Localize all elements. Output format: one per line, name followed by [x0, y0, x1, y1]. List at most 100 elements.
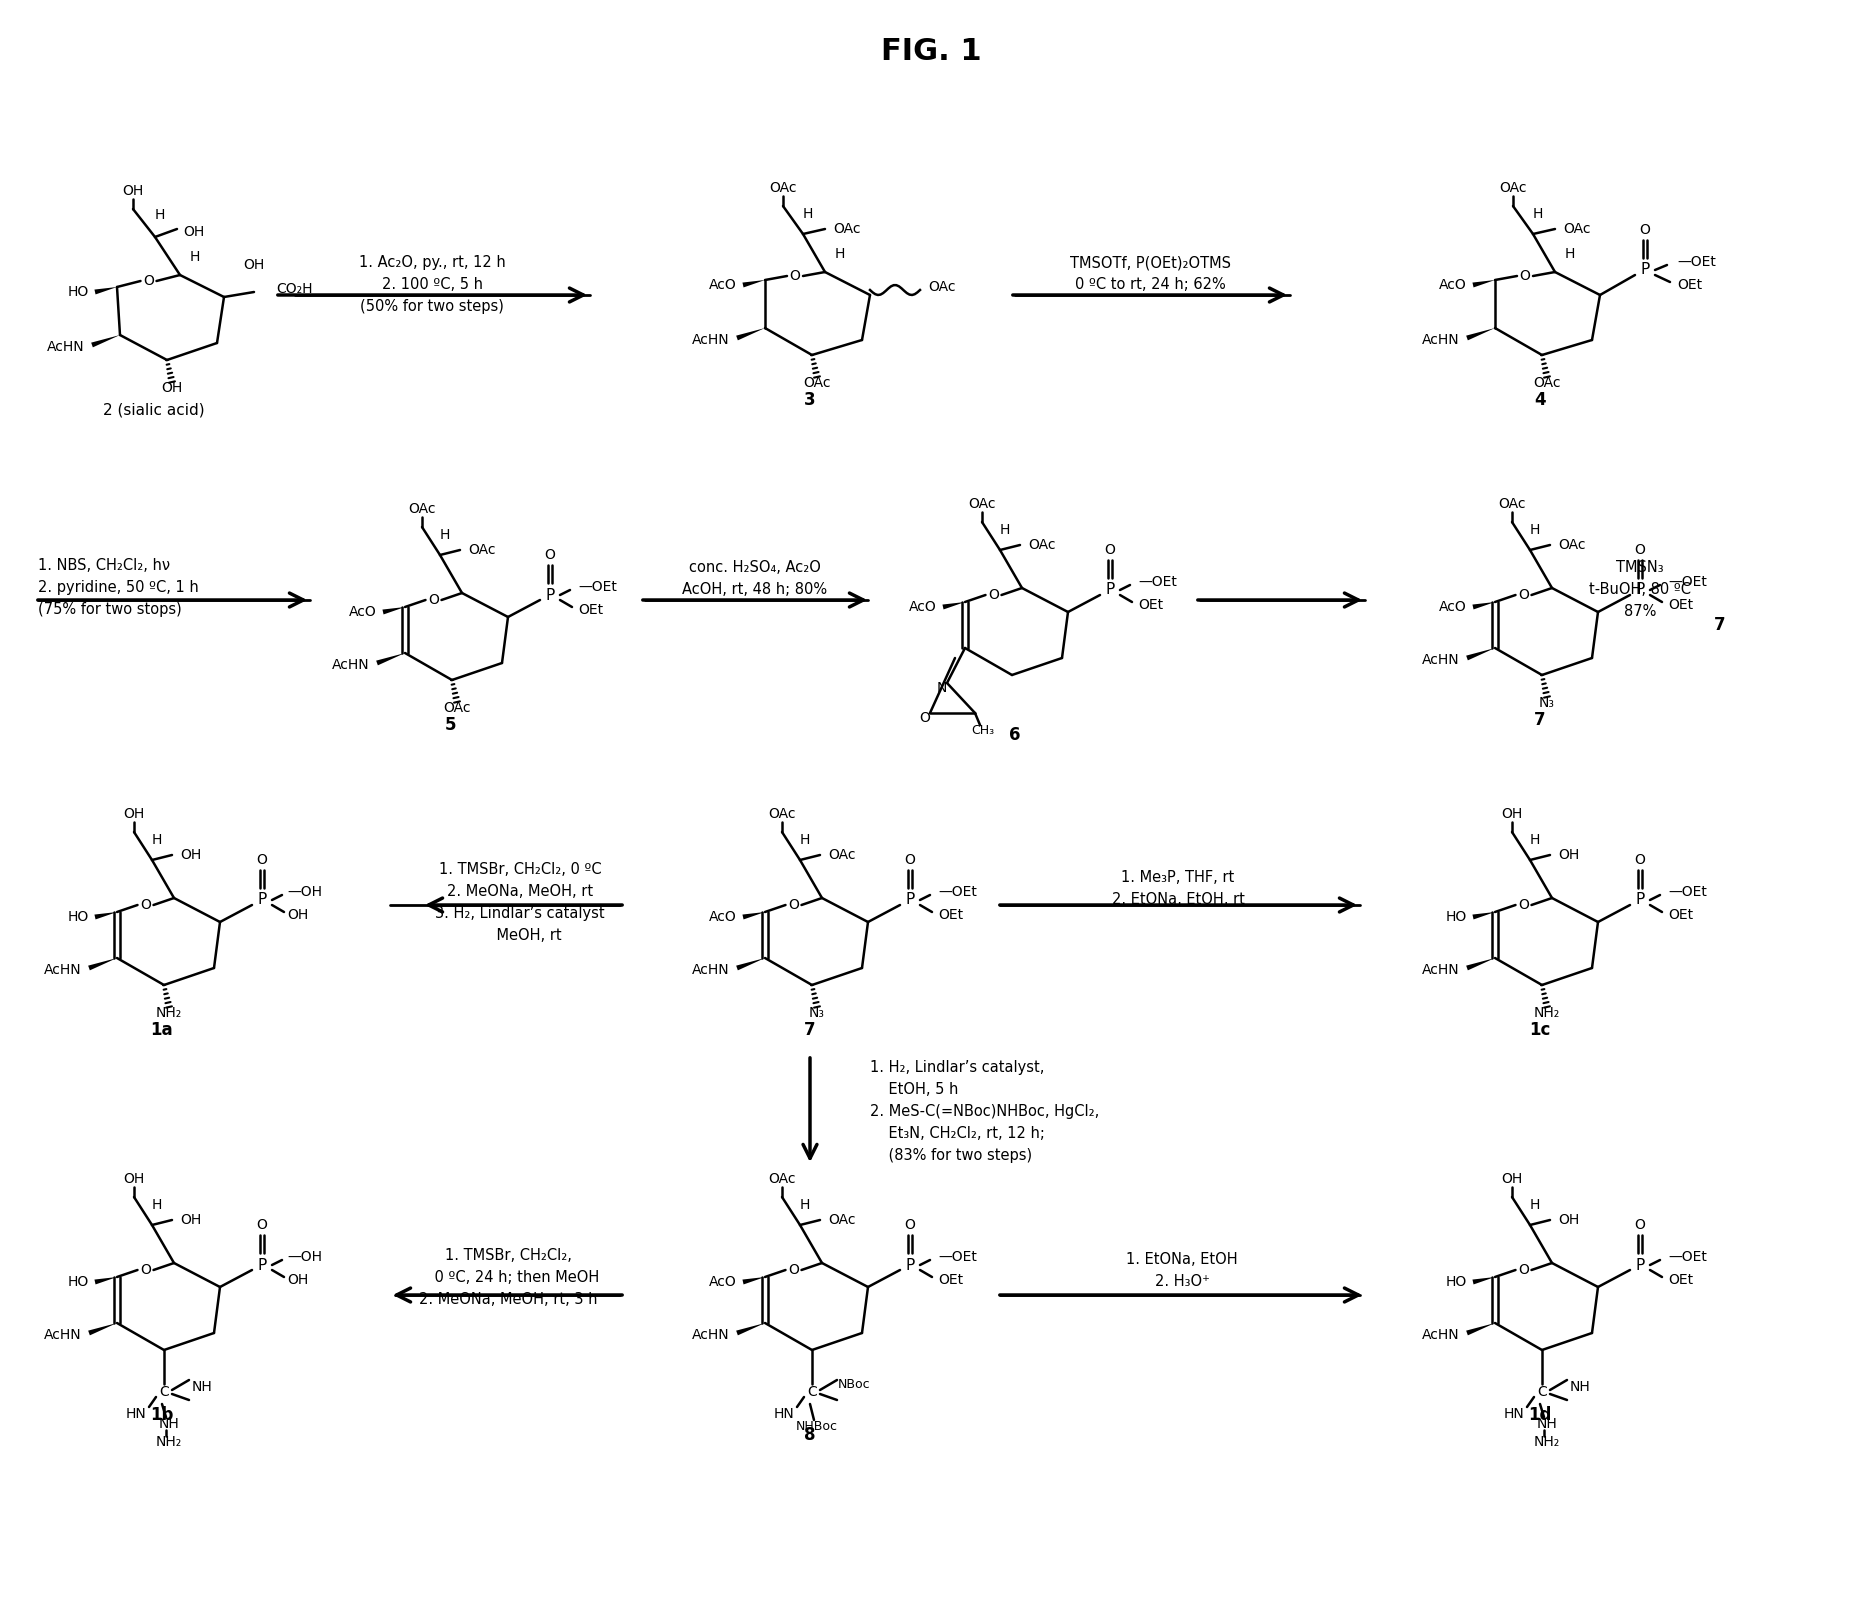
- Text: CO₂H: CO₂H: [276, 283, 313, 295]
- Text: HO: HO: [1445, 910, 1467, 925]
- Text: O: O: [1518, 588, 1529, 602]
- Polygon shape: [735, 958, 765, 971]
- Text: 3: 3: [804, 391, 816, 409]
- Text: OAc: OAc: [1028, 538, 1056, 553]
- Text: 2. MeONa, MeOH, rt: 2. MeONa, MeOH, rt: [447, 885, 594, 899]
- Text: O: O: [905, 853, 916, 867]
- Text: HN: HN: [773, 1407, 793, 1421]
- Text: AcHN: AcHN: [1423, 963, 1460, 977]
- Text: H: H: [153, 1198, 162, 1212]
- Text: H: H: [1531, 522, 1540, 537]
- Polygon shape: [95, 1278, 117, 1284]
- Text: AcHN: AcHN: [333, 658, 371, 672]
- Text: AcHN: AcHN: [693, 1329, 730, 1341]
- Text: AcO: AcO: [709, 1274, 737, 1289]
- Text: H: H: [801, 834, 810, 846]
- Text: NH₂: NH₂: [156, 1006, 182, 1020]
- Text: P: P: [1635, 893, 1644, 907]
- Text: OEt: OEt: [938, 1273, 963, 1287]
- Polygon shape: [743, 1278, 765, 1284]
- Text: HO: HO: [1445, 1274, 1467, 1289]
- Text: OAc: OAc: [769, 1172, 795, 1187]
- Text: 8: 8: [804, 1426, 816, 1444]
- Text: P: P: [905, 893, 914, 907]
- Text: 7: 7: [804, 1020, 816, 1040]
- Text: NH: NH: [1536, 1417, 1557, 1431]
- Text: P: P: [1635, 1257, 1644, 1273]
- Text: O: O: [143, 275, 155, 287]
- Text: AcHN: AcHN: [45, 1329, 82, 1341]
- Text: O: O: [1104, 543, 1115, 557]
- Text: OAc: OAc: [1499, 497, 1525, 511]
- Text: —OEt: —OEt: [938, 1250, 978, 1263]
- Text: 87%: 87%: [1624, 604, 1655, 620]
- Text: H: H: [153, 834, 162, 846]
- Text: TMSOTf, P(OEt)₂OTMS: TMSOTf, P(OEt)₂OTMS: [1069, 256, 1231, 270]
- Polygon shape: [382, 607, 406, 615]
- Text: NH: NH: [158, 1417, 179, 1431]
- Polygon shape: [91, 335, 119, 348]
- Text: —OEt: —OEt: [1138, 575, 1177, 589]
- Text: HO: HO: [67, 1274, 89, 1289]
- Text: 3. H₂, Lindlar’s catalyst: 3. H₂, Lindlar’s catalyst: [436, 905, 605, 921]
- Text: AcO: AcO: [350, 605, 376, 620]
- Text: OH: OH: [1558, 1214, 1579, 1226]
- Text: P: P: [257, 893, 266, 907]
- Text: (75% for two stops): (75% for two stops): [37, 602, 182, 616]
- Text: O: O: [788, 1263, 799, 1278]
- Text: O: O: [788, 898, 799, 912]
- Text: AcO: AcO: [1439, 278, 1467, 292]
- Text: 7: 7: [1715, 616, 1726, 634]
- Text: C: C: [1538, 1385, 1547, 1399]
- Text: OEt: OEt: [1138, 597, 1164, 612]
- Text: OAc: OAc: [467, 543, 495, 557]
- Text: O: O: [544, 548, 555, 562]
- Text: 2 (sialic acid): 2 (sialic acid): [102, 402, 205, 417]
- Text: H: H: [801, 1198, 810, 1212]
- Text: 2. 100 ºC, 5 h: 2. 100 ºC, 5 h: [382, 276, 482, 292]
- Text: t-BuOH, 80 ºC: t-BuOH, 80 ºC: [1588, 581, 1691, 597]
- Text: OAc: OAc: [408, 501, 436, 516]
- Text: MeOH, rt: MeOH, rt: [479, 928, 562, 942]
- Text: AcHN: AcHN: [45, 963, 82, 977]
- Text: C: C: [806, 1385, 817, 1399]
- Text: 1. TMSBr, CH₂Cl₂,: 1. TMSBr, CH₂Cl₂,: [445, 1247, 572, 1263]
- Text: O: O: [257, 1219, 268, 1231]
- Text: O: O: [1518, 1263, 1529, 1278]
- Polygon shape: [95, 287, 117, 294]
- Text: —OEt: —OEt: [1678, 256, 1717, 268]
- Text: N₃: N₃: [1540, 696, 1555, 711]
- Polygon shape: [1473, 602, 1495, 610]
- Text: O: O: [920, 711, 931, 725]
- Text: OAc: OAc: [1558, 538, 1586, 553]
- Text: H: H: [1000, 522, 1011, 537]
- Text: AcHN: AcHN: [693, 334, 730, 347]
- Text: O: O: [1635, 853, 1646, 867]
- Polygon shape: [88, 1322, 117, 1335]
- Text: OH: OH: [287, 909, 309, 921]
- Text: P: P: [546, 588, 555, 602]
- Text: 0 ºC to rt, 24 h; 62%: 0 ºC to rt, 24 h; 62%: [1074, 276, 1225, 292]
- Text: 0 ºC, 24 h; then MeOH: 0 ºC, 24 h; then MeOH: [417, 1270, 600, 1286]
- Polygon shape: [88, 958, 117, 971]
- Text: —OH: —OH: [287, 885, 322, 899]
- Polygon shape: [376, 653, 406, 666]
- Text: OAc: OAc: [829, 848, 855, 862]
- Text: AcHN: AcHN: [1423, 334, 1460, 347]
- Text: OAc: OAc: [769, 806, 795, 821]
- Text: OAc: OAc: [443, 701, 471, 715]
- Text: AcOH, rt, 48 h; 80%: AcOH, rt, 48 h; 80%: [683, 581, 827, 597]
- Text: 6: 6: [1009, 727, 1020, 744]
- Text: OH: OH: [1501, 806, 1523, 821]
- Text: OH: OH: [244, 259, 264, 271]
- Text: EtOH, 5 h: EtOH, 5 h: [870, 1083, 959, 1097]
- Text: AcHN: AcHN: [1423, 653, 1460, 668]
- Text: —OEt: —OEt: [1668, 1250, 1707, 1263]
- Text: AcO: AcO: [709, 910, 737, 925]
- Text: —OEt: —OEt: [938, 885, 978, 899]
- Text: H: H: [439, 529, 451, 541]
- Text: OAc: OAc: [968, 497, 996, 511]
- Text: —OEt: —OEt: [577, 580, 616, 594]
- Text: NH₂: NH₂: [1534, 1436, 1560, 1448]
- Polygon shape: [1473, 912, 1495, 920]
